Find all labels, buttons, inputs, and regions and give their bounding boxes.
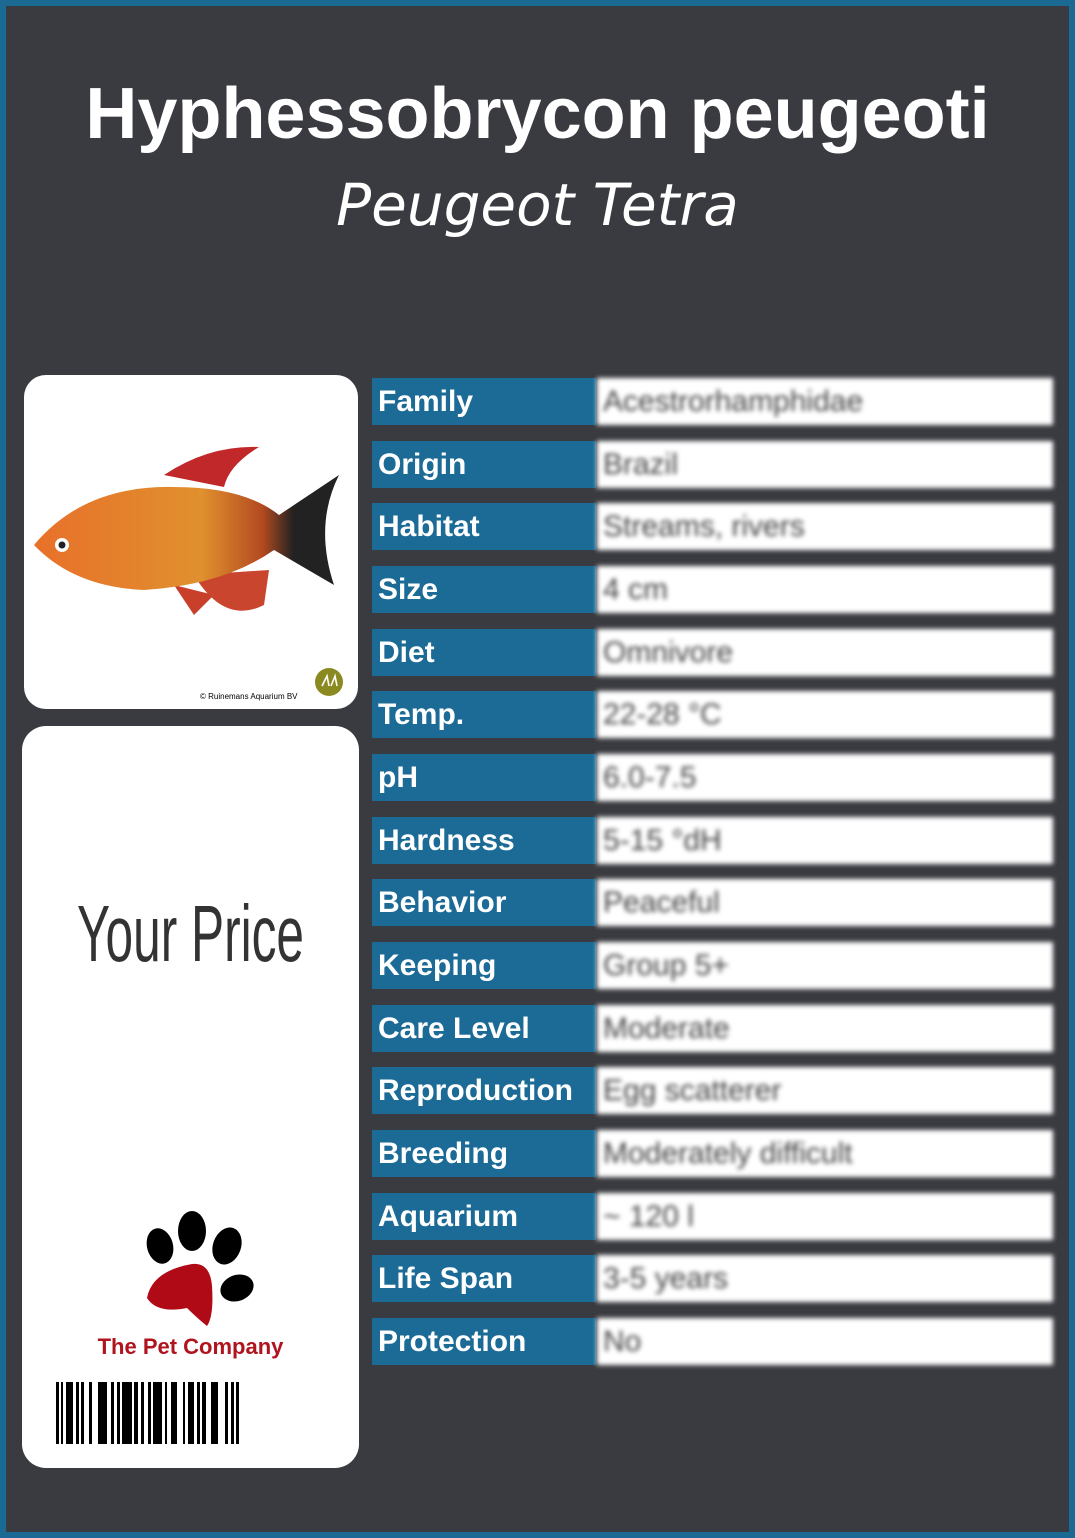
common-name: Peugeot Tetra (336, 171, 739, 239)
fact-value: Brazil (597, 440, 1053, 488)
fact-row: Care Level Moderate (372, 1004, 1053, 1052)
barcode-bar (117, 1382, 120, 1444)
paw-print-icon (146, 1211, 254, 1326)
fact-row: Behavior Peaceful (372, 879, 1053, 927)
barcode-bar (98, 1382, 107, 1444)
fact-row: Breeding Moderately difficult (372, 1130, 1053, 1178)
fact-row: Habitat Streams, rivers (372, 503, 1053, 551)
fact-label: Care Level (372, 1004, 596, 1052)
fact-value: 6.0-7.5 (597, 754, 1053, 802)
fact-label: Family (372, 378, 596, 425)
fact-label: Aquarium (372, 1192, 596, 1240)
barcode (56, 1382, 239, 1444)
barcode-bar (111, 1382, 114, 1444)
fact-row: Keeping Group 5+ (372, 942, 1053, 990)
fact-value: 4 cm (597, 566, 1053, 613)
barcode-bar (183, 1382, 185, 1444)
fact-label: pH (372, 754, 596, 802)
fact-value: ~ 120 l (597, 1192, 1053, 1240)
barcode-bar (202, 1382, 206, 1444)
fact-label: Temp. (372, 691, 596, 739)
fact-label: Reproduction (372, 1067, 596, 1115)
fact-value: Moderately difficult (597, 1130, 1053, 1178)
brand-name: The Pet Company (97, 1334, 284, 1359)
price-panel: Your Price The Pet Company (22, 726, 359, 1468)
barcode-bar (231, 1382, 234, 1444)
fact-label: Keeping (372, 942, 596, 990)
fact-label: Size (372, 566, 596, 613)
barcode-bar (61, 1382, 63, 1444)
scientific-name: Hyphessobrycon peugeoti (85, 74, 990, 154)
barcode-bar (225, 1382, 228, 1444)
fact-value: 3-5 years (597, 1255, 1053, 1303)
fish-photo (24, 375, 358, 709)
fact-row: Hardness 5-15 °dH (372, 816, 1053, 864)
fact-row: Reproduction Egg scatterer (372, 1067, 1053, 1115)
fact-label: Origin (372, 440, 596, 488)
price-label: Your Price (76, 889, 304, 978)
fact-label: Diet (372, 628, 596, 676)
fish-image (34, 446, 339, 615)
fact-label: Life Span (372, 1255, 596, 1303)
barcode-bar (165, 1382, 167, 1444)
fact-row: Diet Omnivore (372, 628, 1053, 676)
barcode-bar (122, 1382, 132, 1444)
fact-row: pH 6.0-7.5 (372, 754, 1053, 802)
barcode-bar (141, 1382, 144, 1444)
fact-row: Life Span 3-5 years (372, 1255, 1053, 1303)
barcode-bar (236, 1382, 239, 1444)
fact-row: Origin Brazil (372, 440, 1053, 488)
barcode-bar (171, 1382, 177, 1444)
ruinemans-logo (315, 668, 343, 696)
barcode-bar (76, 1382, 79, 1444)
barcode-bar (81, 1382, 84, 1444)
fact-value: Egg scatterer (597, 1067, 1053, 1115)
fact-row: Protection No (372, 1318, 1053, 1366)
barcode-bar (89, 1382, 92, 1444)
fact-value: No (597, 1318, 1053, 1366)
fact-value: Acestrorhamphidae (597, 378, 1053, 425)
fact-label: Hardness (372, 816, 596, 864)
fact-value: Streams, rivers (597, 503, 1053, 551)
fact-value: 22-28 °C (597, 691, 1053, 739)
barcode-bar (56, 1382, 59, 1444)
fact-row: Family Acestrorhamphidae (372, 378, 1053, 425)
fact-row: Size 4 cm (372, 566, 1053, 613)
barcode-bar (153, 1382, 162, 1444)
barcode-bar (197, 1382, 200, 1444)
fact-value: Peaceful (597, 879, 1053, 927)
fact-row: Aquarium ~ 120 l (372, 1192, 1053, 1240)
barcode-bar (148, 1382, 151, 1444)
barcode-bar (211, 1382, 218, 1444)
fact-row: Temp. 22-28 °C (372, 691, 1053, 739)
fact-value: 5-15 °dH (597, 816, 1053, 864)
barcode-bar (66, 1382, 73, 1444)
barcode-bar (134, 1382, 138, 1444)
photo-credit: © Ruinemans Aquarium BV (200, 692, 298, 701)
barcode-bar (188, 1382, 194, 1444)
fact-value: Group 5+ (597, 942, 1053, 990)
fact-label: Habitat (372, 503, 596, 551)
fact-label: Breeding (372, 1130, 596, 1178)
fact-label: Behavior (372, 879, 596, 927)
fact-label: Protection (372, 1318, 596, 1366)
fact-value: Omnivore (597, 628, 1053, 676)
fact-value: Moderate (597, 1004, 1053, 1052)
